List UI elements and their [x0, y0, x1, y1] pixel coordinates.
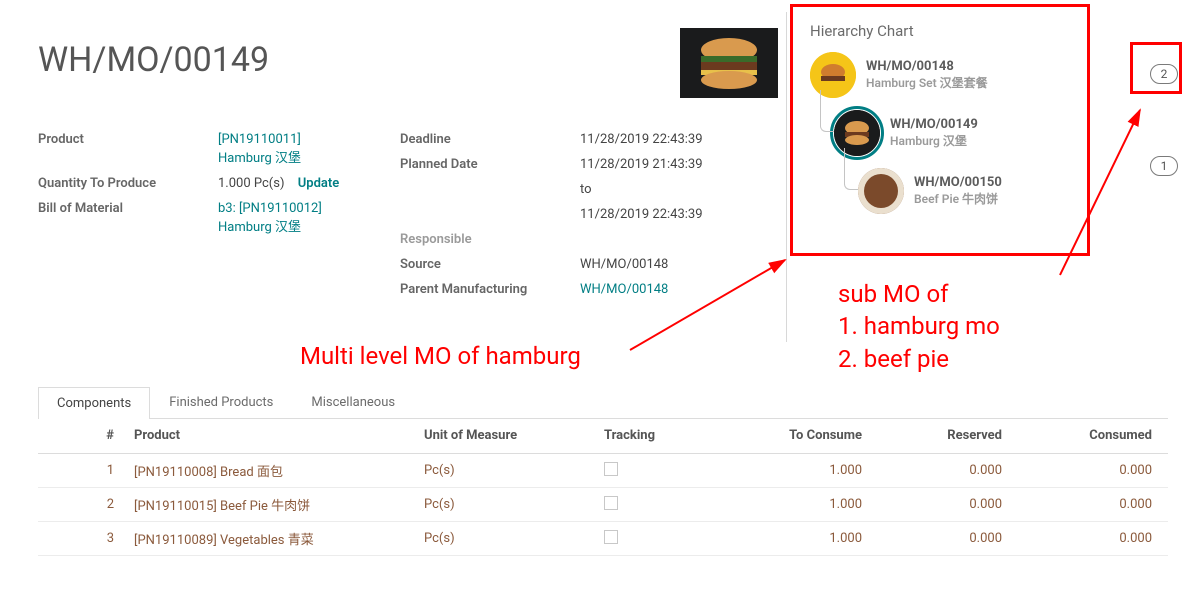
table-row[interactable]: 1[PN19110008] Bread 面包Pc(s)1.0000.0000.0… — [38, 454, 1168, 488]
cell-uom: Pc(s) — [418, 488, 598, 522]
product-name-link[interactable]: Hamburg 汉堡 — [218, 151, 301, 166]
annotation-text: Multi level MO of hamburg — [300, 340, 581, 372]
col-index: # — [38, 420, 128, 454]
cell-uom: Pc(s) — [418, 522, 598, 556]
annotation-text: sub MO of 1. hamburg mo 2. beef pie — [838, 278, 1000, 375]
cell-tracking — [598, 522, 728, 556]
cell-product[interactable]: [PN19110008] Bread 面包 — [128, 454, 418, 488]
update-link[interactable]: Update — [298, 176, 340, 191]
cell-consumed: 0.000 — [1018, 522, 1168, 556]
annotation-box — [1130, 42, 1182, 94]
table-row[interactable]: 2[PN19110015] Beef Pie 牛肉饼Pc(s)1.0000.00… — [38, 488, 1168, 522]
planned-to-label: to — [580, 182, 592, 197]
burger-icon — [694, 36, 764, 91]
page-title: WH/MO/00149 — [38, 40, 269, 80]
cell-reserved: 0.000 — [878, 454, 1018, 488]
checkbox-icon[interactable] — [604, 496, 618, 510]
source-value: WH/MO/00148 — [580, 257, 668, 272]
product-image — [680, 28, 778, 98]
checkbox-icon[interactable] — [604, 530, 618, 544]
cell-product[interactable]: [PN19110015] Beef Pie 牛肉饼 — [128, 488, 418, 522]
components-table: # Product Unit of Measure Tracking To Co… — [38, 420, 1168, 556]
responsible-label: Responsible — [400, 232, 580, 247]
tab-miscellaneous[interactable]: Miscellaneous — [292, 386, 414, 418]
cell-consume: 1.000 — [728, 488, 878, 522]
parent-link[interactable]: WH/MO/00148 — [580, 282, 668, 297]
deadline-label: Deadline — [400, 132, 580, 147]
details-left: Product [PN19110011] Hamburg 汉堡 Quantity… — [38, 132, 398, 245]
checkbox-icon[interactable] — [604, 462, 618, 476]
annotation-box — [790, 4, 1090, 256]
divider — [786, 12, 787, 342]
qty-label: Quantity To Produce — [38, 176, 218, 191]
bom-code-link[interactable]: b3: [PN19110012] — [218, 201, 322, 216]
cell-uom: Pc(s) — [418, 454, 598, 488]
tab-components[interactable]: Components — [38, 387, 150, 419]
cell-reserved: 0.000 — [878, 522, 1018, 556]
planned-from: 11/28/2019 21:43:39 — [580, 157, 703, 172]
qty-value: 1.000 Pc(s) — [218, 176, 285, 191]
table-row[interactable]: 3[PN19110089] Vegetables 青菜Pc(s)1.0000.0… — [38, 522, 1168, 556]
product-label: Product — [38, 132, 218, 166]
source-label: Source — [400, 257, 580, 272]
tab-finished-products[interactable]: Finished Products — [150, 386, 292, 418]
cell-tracking — [598, 488, 728, 522]
cell-index: 2 — [38, 488, 128, 522]
col-tracking: Tracking — [598, 420, 728, 454]
col-consumed: Consumed — [1018, 420, 1168, 454]
cell-consume: 1.000 — [728, 454, 878, 488]
planned-label: Planned Date — [400, 157, 580, 172]
details-right: Deadline 11/28/2019 22:43:39 Planned Dat… — [400, 132, 780, 307]
col-reserved: Reserved — [878, 420, 1018, 454]
parent-label: Parent Manufacturing — [400, 282, 580, 297]
cell-index: 1 — [38, 454, 128, 488]
cell-product[interactable]: [PN19110089] Vegetables 青菜 — [128, 522, 418, 556]
cell-consumed: 0.000 — [1018, 454, 1168, 488]
product-code-link[interactable]: [PN19110011] — [218, 132, 301, 147]
cell-tracking — [598, 454, 728, 488]
col-product: Product — [128, 420, 418, 454]
cell-index: 3 — [38, 522, 128, 556]
bom-label: Bill of Material — [38, 201, 218, 235]
cell-consumed: 0.000 — [1018, 488, 1168, 522]
deadline-value: 11/28/2019 22:43:39 — [580, 132, 703, 147]
tabs: Components Finished Products Miscellaneo… — [38, 386, 1168, 419]
count-badge-bottom[interactable]: 1 — [1150, 156, 1178, 176]
col-consume: To Consume — [728, 420, 878, 454]
bom-name-link[interactable]: Hamburg 汉堡 — [218, 220, 301, 235]
cell-consume: 1.000 — [728, 522, 878, 556]
planned-to: 11/28/2019 22:43:39 — [580, 207, 703, 222]
col-uom: Unit of Measure — [418, 420, 598, 454]
cell-reserved: 0.000 — [878, 488, 1018, 522]
